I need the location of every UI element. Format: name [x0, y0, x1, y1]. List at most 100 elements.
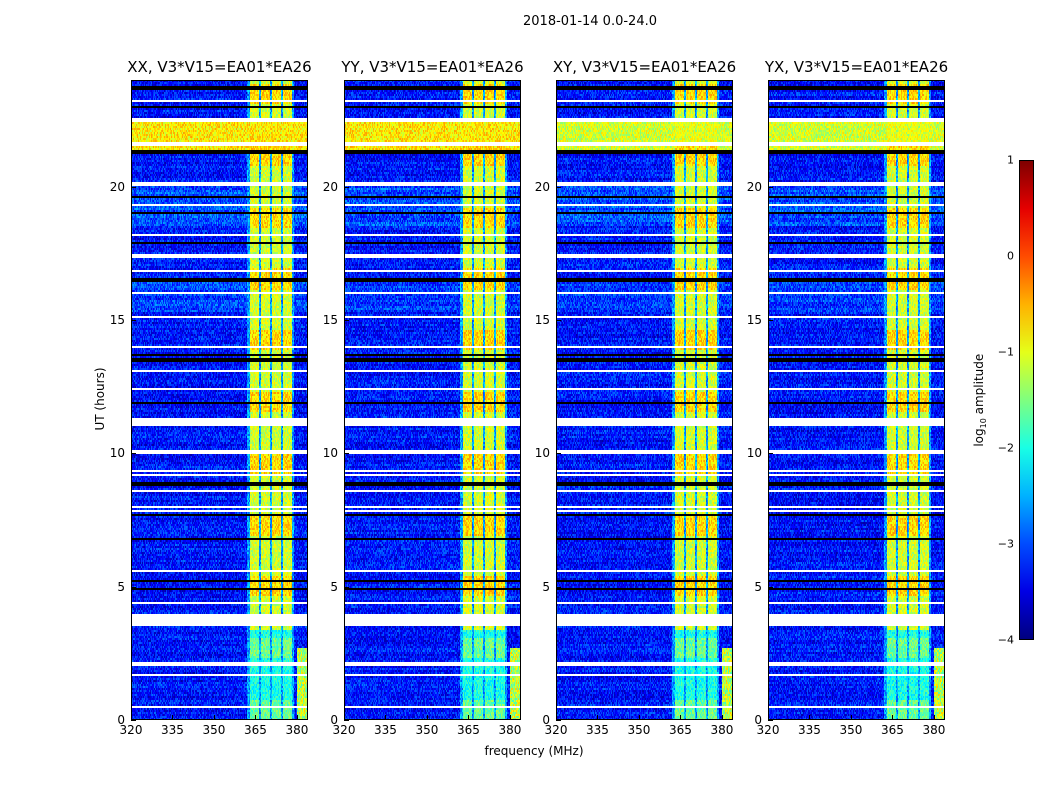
spectrogram-panel-3: YX, V3*V15=EA01*EA26 320 335 350 365 380 0 5 10 1… [747, 58, 948, 737]
colorbar-tick-label: −4 [997, 633, 1014, 647]
x-tick-mark [809, 715, 811, 720]
y-tick-mark [768, 586, 773, 588]
x-tick-label: 320 [119, 723, 143, 737]
x-tick-label: 335 [798, 723, 821, 737]
panel-title: YX, V3*V15=EA01*EA26 [764, 58, 949, 76]
x-tick-mark [426, 715, 428, 720]
x-tick-label: 320 [332, 723, 356, 737]
y-tick-label: 15 [746, 313, 762, 327]
x-tick-mark [255, 715, 257, 720]
y-tick-mark [556, 720, 561, 721]
y-tick-mark [344, 186, 349, 188]
x-tick-label: 350 [202, 723, 226, 737]
y-tick-mark [131, 453, 136, 455]
x-tick-label: 350 [839, 723, 863, 737]
x-tick-mark [892, 715, 894, 720]
y-tick-label: 20 [534, 179, 550, 194]
y-tick-label: 15 [534, 313, 550, 327]
y-tick-label: 15 [109, 313, 125, 327]
y-tick-mark [768, 186, 773, 188]
x-tick-label: 365 [669, 723, 692, 737]
panel-title: XX, V3*V15=EA01*EA26 [127, 58, 312, 76]
x-tick-mark [468, 715, 470, 720]
y-tick-label: 0 [117, 713, 125, 727]
y-tick-label: 20 [746, 179, 762, 194]
colorbar-tick-label: 1 [1007, 153, 1014, 167]
y-tick-label: 20 [109, 179, 125, 194]
x-tick-label: 365 [457, 723, 480, 737]
x-tick-mark [213, 715, 215, 720]
x-tick-mark [344, 715, 345, 720]
x-tick-mark [721, 715, 723, 720]
x-tick-label: 350 [627, 723, 651, 737]
panel-title: XY, V3*V15=EA01*EA26 [552, 58, 737, 76]
y-tick-mark [131, 320, 136, 321]
y-tick-mark [344, 586, 349, 588]
spectrogram-panel-2: XY, V3*V15=EA01*EA26 320 335 350 365 380 0 5 10 1… [535, 58, 736, 737]
x-tick-mark [680, 715, 682, 720]
colorbar-tick-label: −3 [997, 537, 1014, 551]
y-tick-mark [556, 586, 561, 588]
y-tick-label: 10 [534, 446, 550, 461]
y-tick-label: 5 [542, 579, 550, 594]
colorbar-tick-label: 0 [1007, 249, 1014, 263]
y-tick-mark [344, 320, 349, 321]
spectrogram-panel-1: YY, V3*V15=EA01*EA26 320 335 350 365 380 0 5 10 1… [323, 58, 524, 737]
x-tick-mark [638, 715, 640, 720]
y-tick-mark [768, 720, 773, 721]
x-tick-mark [933, 715, 935, 720]
x-tick-label: 350 [415, 723, 439, 737]
x-tick-label: 335 [374, 723, 397, 737]
x-tick-label: 320 [544, 723, 568, 737]
y-tick-label: 0 [330, 713, 338, 727]
x-tick-label: 380 [498, 723, 522, 737]
x-tick-label: 335 [161, 723, 184, 737]
x-tick-mark [296, 715, 298, 720]
x-tick-mark [509, 715, 511, 720]
y-tick-mark [556, 186, 561, 188]
colorbar [1019, 160, 1034, 640]
panel-title: YY, V3*V15=EA01*EA26 [341, 58, 524, 76]
y-tick-label: 20 [322, 179, 338, 194]
x-tick-label: 320 [756, 723, 780, 737]
x-tick-label: 335 [586, 723, 609, 737]
y-tick-label: 10 [109, 446, 125, 461]
x-tick-label: 380 [285, 723, 309, 737]
x-tick-label: 380 [710, 723, 734, 737]
y-tick-label: 15 [322, 313, 338, 327]
x-tick-label: 380 [922, 723, 946, 737]
x-tick-mark [131, 715, 132, 720]
y-tick-label: 5 [117, 579, 125, 594]
y-tick-mark [768, 320, 773, 321]
x-tick-mark [172, 715, 174, 720]
colorbar-tick-label: −2 [997, 441, 1014, 455]
heatmap-image [344, 80, 521, 720]
x-axis-label: frequency (MHz) [484, 744, 584, 758]
y-tick-label: 0 [542, 713, 550, 727]
heatmap-image [131, 80, 308, 720]
y-tick-label: 10 [746, 446, 762, 461]
y-tick-label: 10 [322, 446, 338, 461]
y-tick-mark [344, 453, 349, 455]
y-tick-mark [768, 453, 773, 455]
x-tick-mark [850, 715, 852, 720]
x-tick-mark [385, 715, 387, 720]
y-tick-mark [344, 720, 349, 721]
spectrogram-panel-0: XX, V3*V15=EA01*EA26 320 335 350 365 380 0 5 10 1… [110, 58, 312, 737]
x-tick-mark [768, 715, 769, 720]
y-tick-label: 5 [330, 579, 338, 594]
y-tick-mark [131, 720, 136, 721]
colorbar-tick-label: −1 [997, 345, 1014, 359]
x-tick-mark [556, 715, 557, 720]
y-tick-mark [556, 453, 561, 455]
y-tick-mark [131, 586, 136, 588]
heatmap-image [768, 80, 945, 720]
y-tick-mark [556, 320, 561, 321]
colorbar-label: log10 amplitude [971, 353, 989, 447]
y-tick-label: 0 [754, 713, 762, 727]
y-tick-mark [131, 186, 136, 188]
y-tick-label: 5 [754, 579, 762, 594]
y-axis-label: UT (hours) [93, 367, 107, 431]
heatmap-image [556, 80, 733, 720]
